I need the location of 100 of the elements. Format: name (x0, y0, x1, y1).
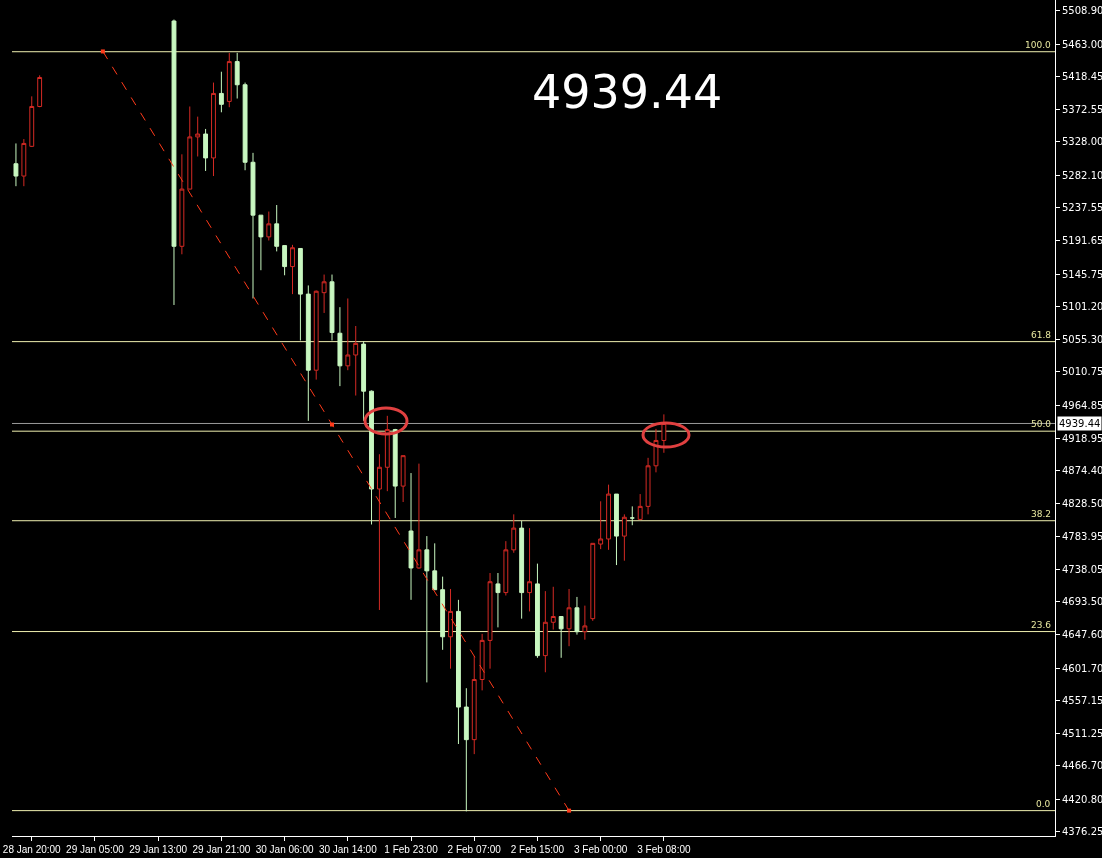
y-tick-label: 5010.75 (1062, 366, 1102, 378)
candlestick (345, 297, 351, 371)
candlestick (542, 590, 548, 673)
x-tick-label: 29 Jan 05:00 (66, 844, 125, 855)
candlestick (408, 472, 414, 601)
candlestick (218, 71, 224, 113)
candlestick (424, 535, 430, 683)
candlestick (574, 596, 580, 636)
candlestick (400, 455, 406, 503)
candlestick (171, 19, 177, 306)
x-tick-label: 29 Jan 13:00 (129, 844, 188, 855)
y-tick-label: 4376.25 (1062, 825, 1102, 837)
y-tick-label: 4557.15 (1062, 694, 1102, 706)
point (567, 808, 572, 813)
y-tick-label: 4420.80 (1062, 793, 1102, 805)
candlestick (13, 142, 19, 187)
candlestick (313, 290, 319, 381)
candlestick (456, 599, 461, 745)
candlestick (661, 413, 667, 454)
y-tick-label: 4511.25 (1062, 728, 1102, 740)
candlestick (463, 687, 469, 812)
y-tick-label: 5372.55 (1062, 104, 1102, 116)
candlestick (392, 428, 398, 519)
candlestick (369, 389, 374, 525)
candlestick (37, 74, 43, 108)
point (100, 49, 105, 54)
candlestick (242, 82, 248, 171)
y-tick-label: 4693.50 (1062, 596, 1102, 608)
candlestick (432, 542, 438, 591)
candlestick (29, 95, 35, 148)
candlestick (479, 633, 485, 691)
candlestick (621, 513, 627, 562)
y-tick-label: 5191.65 (1062, 235, 1102, 247)
y-tick-label: 5463.00 (1062, 38, 1102, 50)
candlestick (582, 605, 588, 641)
candlestick (384, 415, 390, 492)
candlestick (361, 340, 367, 422)
annotation: 23.6 (1031, 620, 1052, 630)
x-tick-label: 3 Feb 00:00 (573, 844, 628, 855)
candlestick (282, 245, 288, 276)
candlestick (195, 116, 201, 157)
candlestick (629, 505, 635, 526)
candlestick (550, 586, 556, 631)
candlestick (226, 52, 232, 108)
candlestick (637, 493, 643, 521)
candlestick (535, 563, 540, 659)
candlestick (566, 588, 572, 647)
y-tick-label: 4466.70 (1062, 760, 1102, 772)
candlestick (448, 588, 453, 670)
candlestick (471, 655, 477, 755)
annotation: 61.8 (1031, 330, 1052, 340)
annotation: 38.2 (1031, 509, 1052, 519)
candlestick (614, 493, 619, 566)
candlestick (203, 128, 209, 172)
candlestick (274, 204, 280, 252)
y-tick-label: 4601.70 (1062, 662, 1102, 674)
candlestick (305, 284, 311, 422)
y-tick-label: 5328.00 (1062, 136, 1102, 148)
candlestick (321, 274, 327, 314)
candlestick (250, 152, 256, 299)
candlestick (503, 540, 509, 596)
candlestick (187, 105, 193, 190)
candlestick (606, 484, 611, 551)
y-tick-label: 4918.95 (1062, 432, 1102, 444)
y-tick-label: 5418.45 (1062, 70, 1102, 82)
x-tick-label: 29 Jan 21:00 (192, 844, 251, 855)
candlestick (290, 244, 295, 295)
candlestick (21, 138, 27, 187)
candlestick (487, 572, 493, 670)
annotation: 0.0 (1036, 799, 1051, 809)
candlestick (376, 453, 382, 611)
annotation: 100.0 (1025, 40, 1052, 50)
point (330, 422, 335, 427)
candlestick (527, 527, 532, 612)
candlestick (511, 513, 517, 554)
y-tick-label: 5282.10 (1062, 169, 1102, 181)
y-tick-label: 4828.50 (1062, 498, 1102, 510)
candlestick (495, 572, 501, 628)
x-tick-label: 28 Jan 20:00 (2, 844, 62, 855)
candlestick (645, 457, 651, 515)
candlestick (337, 306, 343, 387)
y-tick-label: 4964.85 (1062, 399, 1102, 411)
candlestick (329, 274, 335, 341)
candlestick (234, 52, 240, 100)
candlestick (590, 542, 596, 622)
y-tick-label: 4874.40 (1062, 465, 1102, 477)
candlestick (598, 500, 604, 550)
x-tick-label: 30 Jan 06:00 (255, 844, 314, 855)
candlestick (297, 247, 303, 341)
x-tick-label: 2 Feb 15:00 (510, 844, 565, 855)
y-tick-label: 4783.95 (1062, 530, 1102, 542)
y-tick-label: 5145.75 (1062, 268, 1102, 280)
annotation: 4939.44 (532, 65, 723, 119)
y-tick-label: 5237.55 (1062, 202, 1102, 214)
y-tick-label: 4738.05 (1062, 563, 1102, 575)
x-tick-label: 1 Feb 23:00 (384, 844, 439, 855)
x-tick-label: 30 Jan 14:00 (318, 844, 378, 855)
candlestick (558, 616, 564, 659)
candlestick (266, 211, 272, 242)
y-tick-label: 5101.20 (1062, 300, 1102, 312)
